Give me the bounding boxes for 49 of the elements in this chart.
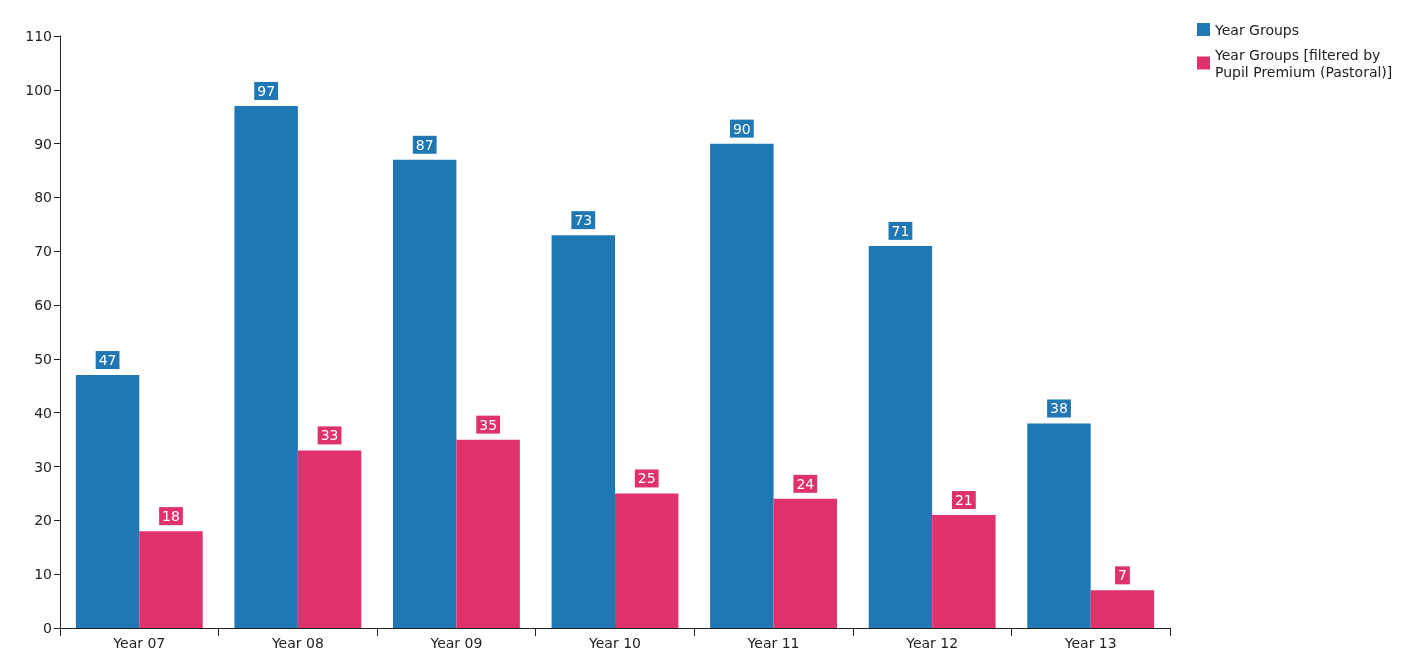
bar (393, 159, 457, 628)
y-tick-label: 50 (34, 350, 52, 367)
bar (868, 245, 933, 628)
legend-label: Year Groups [filtered by Pupil Premium (Pastoral)] (1214, 46, 1393, 80)
y-tick-label: 90 (34, 135, 52, 152)
y-tick-label: 30 (34, 458, 52, 475)
data-label: 35 (479, 416, 498, 433)
y-tick-label: 0 (43, 620, 52, 636)
bar (75, 375, 140, 628)
x-tick-label: Year 08 (270, 635, 324, 651)
data-label: 7 (1117, 567, 1127, 584)
x-tick-label: Year 10 (588, 635, 641, 651)
data-label: 90 (732, 120, 751, 137)
data-label: 73 (574, 212, 593, 229)
y-tick-label: 40 (34, 404, 52, 421)
y-tick-label: 60 (34, 297, 52, 314)
bar (551, 235, 615, 628)
x-tick-label: Year 13 (1063, 635, 1117, 651)
data-label: 47 (98, 352, 117, 369)
data-label: 18 (162, 508, 180, 525)
x-tick-label: Year 12 (905, 635, 959, 651)
data-label: 38 (1050, 400, 1068, 417)
data-label: 87 (415, 136, 434, 153)
bar (710, 143, 774, 628)
bar (139, 531, 203, 628)
y-tick-label: 100 (25, 81, 52, 98)
data-label: 24 (796, 475, 815, 492)
y-tick-label: 20 (34, 512, 52, 529)
data-label: 33 (320, 427, 339, 444)
bar (1090, 590, 1155, 628)
data-label: 21 (954, 491, 973, 508)
x-tick-label: Year 11 (746, 635, 800, 651)
y-tick-label: 70 (34, 243, 52, 260)
bar (297, 450, 362, 628)
x-tick-label: Year 07 (112, 635, 166, 651)
bar (615, 493, 679, 628)
data-label: 25 (637, 470, 656, 487)
bar (456, 439, 520, 628)
x-tick-label: Year 09 (429, 635, 483, 651)
legend-label: Year Groups (1214, 21, 1300, 38)
data-label: 71 (891, 222, 910, 239)
bar (1027, 423, 1091, 628)
data-label: 97 (257, 82, 276, 99)
y-tick-label: 80 (34, 189, 52, 206)
bar (932, 514, 996, 628)
y-tick-label: 10 (34, 566, 52, 583)
bar (234, 105, 298, 628)
y-tick-label: 110 (25, 28, 52, 44)
bar (773, 498, 837, 628)
